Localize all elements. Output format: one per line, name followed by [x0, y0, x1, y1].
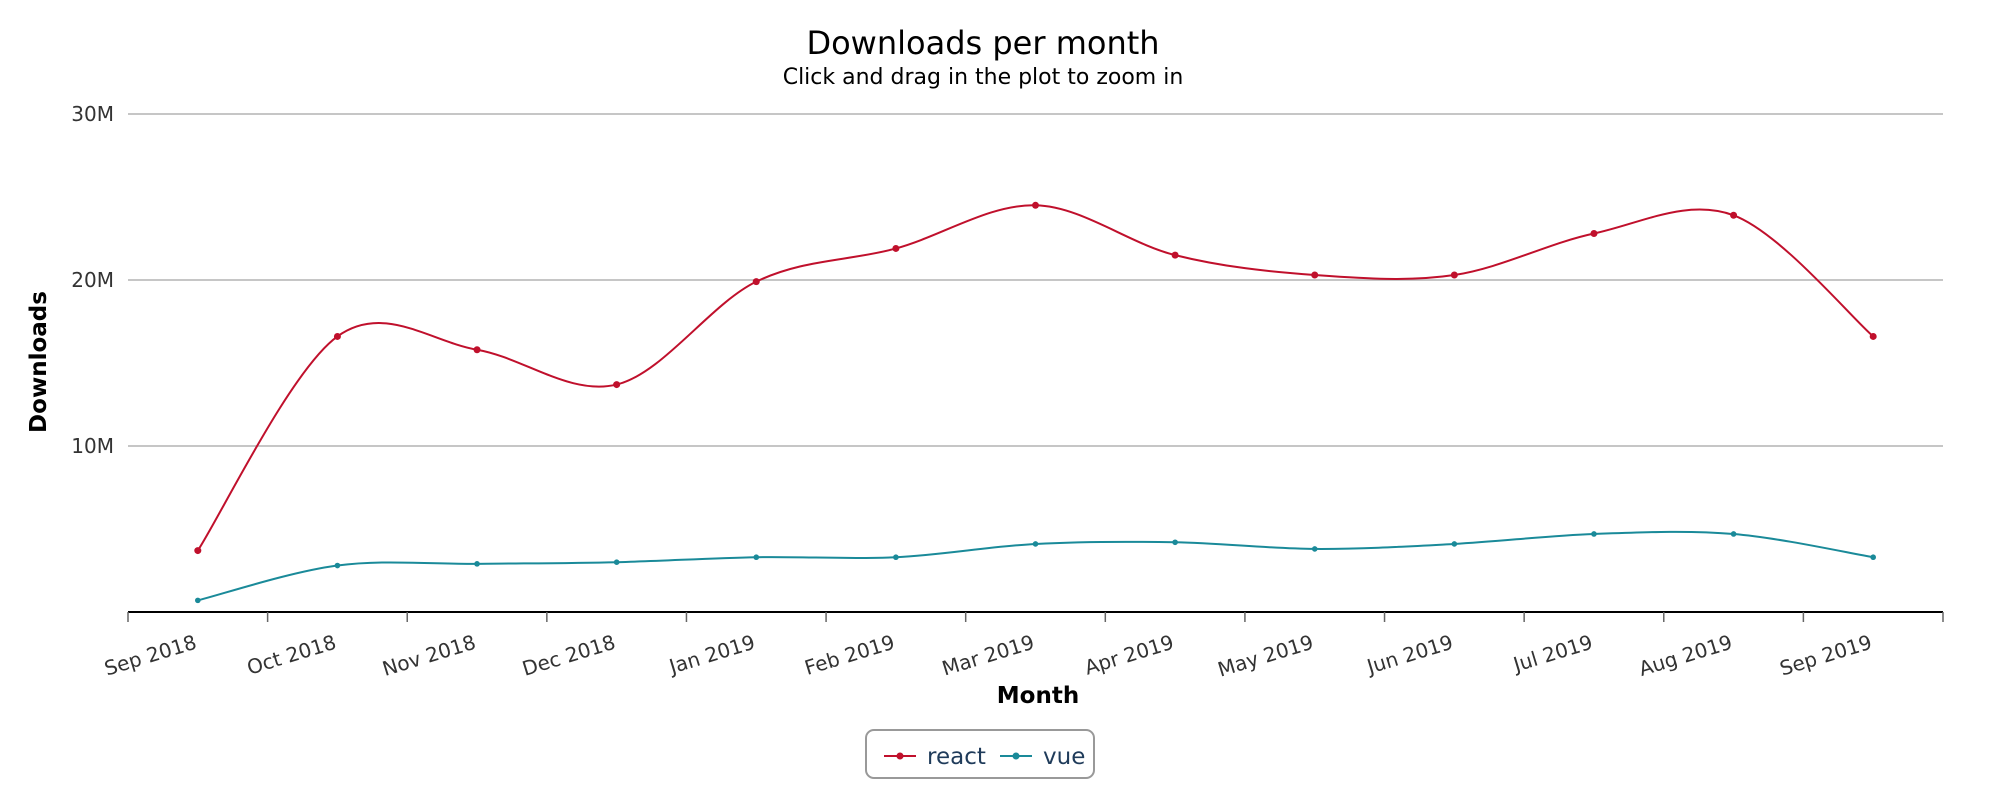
- x-tick-label: Oct 2018: [244, 630, 339, 680]
- plot-area[interactable]: [194, 201, 1877, 604]
- x-tick-label: Jul 2019: [1509, 630, 1596, 677]
- data-point-vue[interactable]: [1032, 541, 1039, 547]
- data-point-vue[interactable]: [195, 597, 201, 604]
- data-point-vue[interactable]: [1172, 539, 1178, 546]
- series-line-react[interactable]: [196, 204, 1874, 552]
- x-tick-label: Feb 2019: [802, 630, 898, 680]
- x-tick-label: Mar 2019: [939, 630, 1037, 681]
- data-point-vue[interactable]: [1311, 546, 1318, 552]
- data-point-vue[interactable]: [893, 554, 899, 561]
- data-point-vue[interactable]: [1730, 531, 1737, 537]
- data-point-react[interactable]: [473, 346, 481, 354]
- x-tick-label: Sep 2019: [1777, 630, 1875, 681]
- y-axis: 10M 20M 30M: [71, 102, 114, 458]
- data-point-react[interactable]: [1590, 230, 1598, 238]
- data-point-react[interactable]: [1730, 211, 1738, 219]
- y-tick-label: 20M: [71, 268, 114, 292]
- x-tick-label: Apr 2019: [1082, 630, 1177, 680]
- x-axis-title: Month: [997, 683, 1079, 709]
- data-point-react[interactable]: [1032, 201, 1039, 209]
- data-point-react[interactable]: [1450, 271, 1458, 279]
- chart-subtitle: Click and drag in the plot to zoom in: [783, 65, 1184, 90]
- chart-title: Downloads per month: [806, 24, 1159, 62]
- legend[interactable]: react vue: [865, 729, 1095, 779]
- y-axis-title: Downloads: [26, 291, 52, 433]
- y-tick-label: 10M: [71, 434, 114, 458]
- data-point-react[interactable]: [613, 381, 621, 389]
- data-point-vue[interactable]: [613, 559, 620, 565]
- x-axis-labels: Sep 2018 Oct 2018 Nov 2018 Dec 2018 Jan 2019…: [101, 630, 1874, 682]
- data-point-vue[interactable]: [334, 562, 341, 569]
- data-point-vue[interactable]: [1870, 554, 1876, 561]
- series-vue[interactable]: [195, 530, 1876, 604]
- x-tick-label: Dec 2018: [519, 630, 618, 681]
- data-point-react[interactable]: [1311, 271, 1319, 279]
- legend-box: [865, 729, 1095, 779]
- data-point-react[interactable]: [333, 332, 341, 340]
- legend-marker-react: [896, 752, 904, 760]
- x-tick-label: Jun 2019: [1362, 630, 1456, 679]
- legend-label-vue: vue: [1043, 744, 1085, 770]
- legend-marker-vue: [1012, 752, 1020, 760]
- data-point-vue[interactable]: [1591, 531, 1597, 537]
- legend-item-react[interactable]: react: [884, 744, 986, 770]
- x-tick-label: Sep 2018: [101, 630, 199, 681]
- x-tick-label: Nov 2018: [379, 630, 478, 681]
- data-point-react[interactable]: [1171, 251, 1179, 259]
- data-point-react[interactable]: [194, 547, 202, 555]
- data-point-react[interactable]: [752, 278, 760, 286]
- data-point-vue[interactable]: [753, 554, 760, 561]
- x-axis: [127, 611, 1944, 622]
- legend-item-vue[interactable]: vue: [1000, 744, 1085, 770]
- data-point-react[interactable]: [892, 244, 900, 252]
- data-point-react[interactable]: [1869, 332, 1877, 340]
- x-tick-label: Aug 2019: [1636, 630, 1735, 681]
- data-point-vue[interactable]: [1451, 541, 1458, 547]
- legend-label-react: react: [927, 744, 986, 770]
- x-tick-label: Jan 2019: [665, 630, 758, 679]
- x-tick-label: May 2019: [1215, 630, 1316, 682]
- grid-lines: [128, 113, 1943, 447]
- series-react[interactable]: [194, 201, 1877, 555]
- y-tick-label: 30M: [71, 102, 114, 126]
- data-point-vue[interactable]: [474, 561, 480, 567]
